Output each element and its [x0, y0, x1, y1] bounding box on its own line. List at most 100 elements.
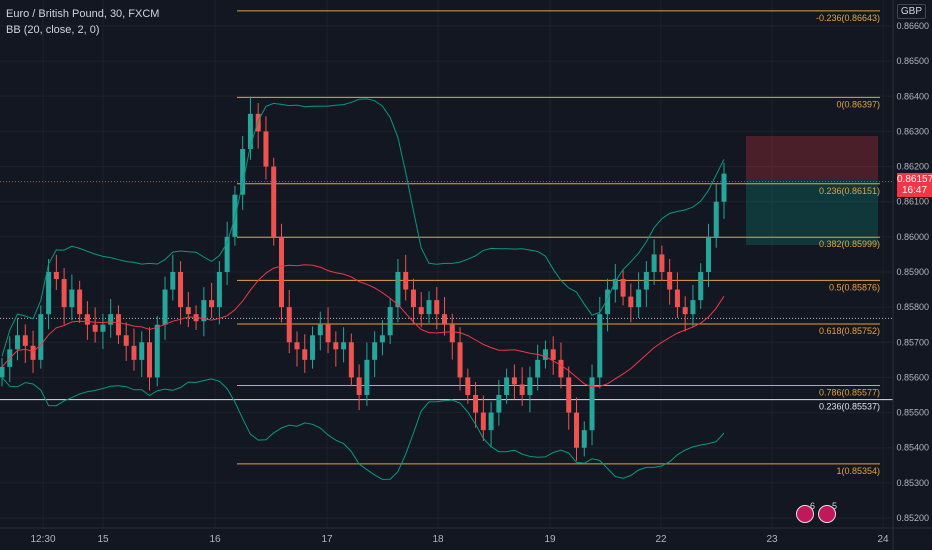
- candle-body: [356, 377, 362, 395]
- candle-body: [0, 366, 5, 378]
- time-axis-label: 19: [544, 534, 556, 545]
- fib-level-label: 0.236(0.86151): [819, 186, 880, 196]
- candle-body: [77, 289, 83, 315]
- candle-body: [271, 166, 277, 237]
- candle-body: [22, 335, 28, 346]
- candle-body: [605, 289, 611, 315]
- candle-body: [612, 279, 618, 290]
- candle-body: [550, 349, 556, 360]
- candle-body: [721, 173, 727, 202]
- last-price-tag: 0.86157 16:47: [897, 173, 932, 197]
- candle-body: [418, 307, 424, 315]
- price-axis-label: 0.85300: [896, 478, 929, 488]
- candle-body: [224, 236, 230, 272]
- candle-body: [61, 279, 67, 308]
- candle-body: [643, 272, 649, 290]
- target-zone: [746, 179, 878, 245]
- fib-level-label: 0.786(0.85577): [819, 388, 880, 398]
- time-axis-label: 12:30: [30, 534, 55, 545]
- price-axis-label: 0.85700: [896, 337, 929, 347]
- candle-body: [636, 289, 642, 308]
- candle-body: [364, 359, 370, 395]
- candle-body: [263, 131, 269, 167]
- price-axis-label: 0.85800: [896, 302, 929, 312]
- candle-body: [170, 272, 176, 290]
- candle-body: [480, 412, 486, 431]
- candle-body: [372, 342, 378, 360]
- price-axis-label: 0.85600: [896, 372, 929, 382]
- candle-body: [115, 314, 121, 336]
- candle-body: [185, 307, 191, 315]
- fib-level-label: -0.236(0.86643): [816, 13, 880, 23]
- time-axis-label: 16: [209, 534, 221, 545]
- fib-level-label: 1(0.85354): [836, 466, 880, 476]
- candle-body: [92, 324, 98, 332]
- stop-zone: [746, 136, 878, 179]
- candle-body: [15, 335, 21, 350]
- symbol-title[interactable]: Euro / British Pound, 30, FXCM: [6, 8, 160, 20]
- last-price-value: 0.86157: [897, 174, 932, 185]
- candle-body: [294, 342, 300, 350]
- fib-level-label: 0.382(0.85999): [819, 239, 880, 249]
- uk-flag-icon[interactable]: [818, 505, 836, 523]
- price-axis-label: 0.86300: [896, 126, 929, 136]
- price-axis-label: 0.85400: [896, 443, 929, 453]
- candle-body: [46, 272, 52, 315]
- candle-body: [589, 377, 595, 431]
- candle-body: [100, 324, 106, 332]
- candle-body: [154, 324, 160, 378]
- price-axis-label: 0.85200: [896, 513, 929, 523]
- candle-body: [713, 201, 719, 237]
- bollinger-upper-band: [1, 98, 725, 357]
- bollinger-lower-band: [1, 377, 725, 480]
- candle-body: [457, 342, 463, 378]
- candle-body: [527, 377, 533, 395]
- bollinger-basis: [1, 264, 725, 388]
- candle-body: [566, 377, 572, 413]
- candle-body: [69, 289, 75, 308]
- fib-level-label: 0.618(0.85752): [819, 326, 880, 336]
- candle-body: [698, 272, 704, 301]
- candle-body: [147, 342, 153, 378]
- candle-body: [403, 272, 409, 290]
- candle-body: [216, 272, 222, 308]
- price-axis-label: 0.86000: [896, 232, 929, 242]
- time-axis-label: 24: [877, 534, 889, 545]
- candle-body: [162, 289, 168, 325]
- fib-level-label: 0.5(0.85876): [829, 282, 880, 292]
- candle-body: [488, 412, 494, 431]
- candle-body: [341, 342, 347, 350]
- candle-body: [201, 300, 207, 322]
- candle-body: [325, 324, 331, 343]
- time-axis-label: 17: [321, 534, 333, 545]
- candle-body: [310, 335, 316, 360]
- price-axis-label: 0.86400: [896, 91, 929, 101]
- candle-body: [348, 342, 354, 378]
- fib-level-label: 0(0.86397): [836, 99, 880, 109]
- price-axis-label: 0.86500: [896, 56, 929, 66]
- candle-body: [504, 377, 510, 395]
- uk-flag-icon[interactable]: [796, 505, 814, 523]
- candle-body: [178, 272, 184, 308]
- price-axis-label: 0.85500: [896, 408, 929, 418]
- event-count-2: 5: [832, 501, 838, 511]
- candle-body: [511, 377, 517, 385]
- candle-body: [426, 300, 432, 315]
- candle-body: [667, 272, 673, 290]
- indicator-label[interactable]: BB (20, close, 2, 0): [6, 24, 100, 36]
- candle-body: [473, 395, 479, 413]
- price-axis-label: 0.85900: [896, 267, 929, 277]
- candle-body: [519, 384, 525, 395]
- candle-body: [705, 236, 711, 272]
- candle-body: [240, 149, 246, 195]
- candle-body: [558, 359, 564, 378]
- time-axis-label: 23: [766, 534, 778, 545]
- candle-body: [434, 300, 440, 315]
- candle-body: [379, 335, 385, 343]
- currency-label[interactable]: GBP: [896, 4, 926, 19]
- candle-body: [317, 324, 323, 336]
- candle-body: [53, 272, 59, 280]
- candle-body: [123, 335, 129, 346]
- price-axis-label: 0.86100: [896, 197, 929, 207]
